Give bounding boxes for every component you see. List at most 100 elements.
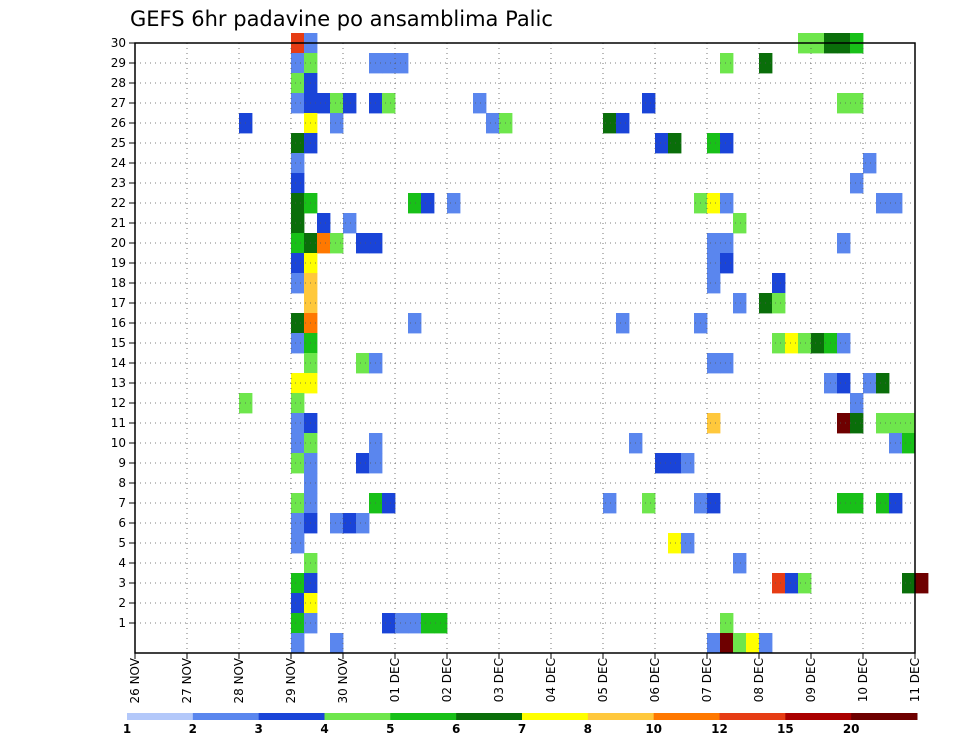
heatmap-cell [291,393,305,414]
heatmap-cell [707,413,721,434]
heatmap-cell [291,53,305,74]
heatmap-cell [863,373,877,394]
heatmap-cell [655,453,669,474]
heatmap-cell [876,373,890,394]
y-tick-label: 18 [111,276,126,290]
x-tick-label: 09 DEC [804,658,818,702]
colorbar-label: 6 [452,722,460,736]
heatmap-cell [915,573,929,594]
colorbar-label: 7 [518,722,526,736]
y-tick-label: 29 [111,56,126,70]
heatmap-cell [291,633,305,654]
heatmap-cell [720,633,734,654]
y-tick-label: 8 [118,476,126,490]
heatmap-cell [668,133,682,154]
colorbar-swatch [522,713,589,720]
y-tick-label: 5 [118,536,126,550]
heatmap-cell [291,173,305,194]
x-tick-label: 01 DEC [388,658,402,702]
x-tick-label: 10 DEC [856,658,870,702]
heatmap-cell [746,633,760,654]
heatmap-cell [850,413,864,434]
heatmap-cell [330,93,344,114]
colorbar-swatch [587,713,655,720]
heatmap-cell [720,253,734,274]
heatmap-cell [382,93,396,114]
y-tick-label: 17 [111,296,126,310]
heatmap-cell [772,293,786,314]
x-tick-label: 28 NOV [232,657,246,703]
x-tick-label: 07 DEC [700,658,714,702]
y-tick-label: 26 [111,116,126,130]
heatmap-cell [291,513,305,534]
heatmap-cell [330,513,344,534]
colorbar-label: 5 [386,722,394,736]
heatmap-cell [330,233,344,254]
heatmap-cell [772,333,786,354]
heatmap-cell [421,613,435,634]
heatmap-cell [473,93,487,114]
heatmap-cell [291,413,305,434]
y-tick-label: 15 [111,336,126,350]
colorbar-label: 20 [843,722,860,736]
heatmap-cell [707,493,721,514]
heatmap-cell [668,533,682,554]
y-tick-label: 13 [111,376,126,390]
y-tick-label: 11 [111,416,126,430]
x-tick-label: 30 NOV [336,657,350,703]
heatmap-cell [291,73,305,94]
y-tick-label: 2 [118,596,126,610]
heatmap-cell [291,573,305,594]
heatmap-cell [707,633,721,654]
heatmap-cell [421,193,435,214]
heatmap-cell [291,93,305,114]
heatmap-cell [291,433,305,454]
y-tick-label: 1 [118,616,126,630]
heatmap-cell [291,213,305,234]
heatmap-cell [759,633,773,654]
heatmap-cell [720,613,734,634]
y-tick-label: 7 [118,496,126,510]
y-tick-label: 9 [118,456,126,470]
heatmap-cell [291,593,305,614]
colorbar-swatch [324,713,391,720]
heatmap-cell [902,413,916,434]
colorbar-label: 8 [584,722,592,736]
heatmap-cell [681,533,695,554]
heatmap-cell [876,193,890,214]
heatmap-cell [681,453,695,474]
heatmap-cell [837,93,851,114]
heatmap-cell [863,153,877,174]
heatmap-cell [395,613,409,634]
heatmap-cell [486,113,500,134]
plot-frame [134,42,916,654]
y-tick-label: 10 [111,436,126,450]
x-tick-label: 04 DEC [544,658,558,702]
heatmap-cell [343,513,357,534]
heatmap-cell [707,353,721,374]
colorbar-swatch [653,713,720,720]
colorbar: 1 2 3 4 5 6 7 8 10 12 15 20 [123,713,918,736]
y-tick-label: 20 [111,236,126,250]
heatmap-cell [720,233,734,254]
heatmap-cell [291,493,305,514]
heatmap-cell [356,513,370,534]
heatmap-cell [785,333,799,354]
heatmap-cell [707,273,721,294]
heatmap-cell [291,313,305,334]
chart-title: GEFS 6hr padavine po ansamblima Palic [130,7,553,31]
heatmap-cell [850,93,864,114]
heatmap-cell [291,273,305,294]
x-tick-label: 29 NOV [284,657,298,703]
heatmap-cell [291,133,305,154]
colorbar-swatch [127,713,194,720]
colorbar-swatch [192,713,260,720]
heatmap-cell [356,453,370,474]
heatmap-cell [850,393,864,414]
heatmap-cell [772,273,786,294]
heatmap-cell [408,613,422,634]
heatmap-cell [291,153,305,174]
heatmap-cell [902,433,916,454]
y-tick-label: 30 [111,36,126,50]
heatmap-cell [291,253,305,274]
